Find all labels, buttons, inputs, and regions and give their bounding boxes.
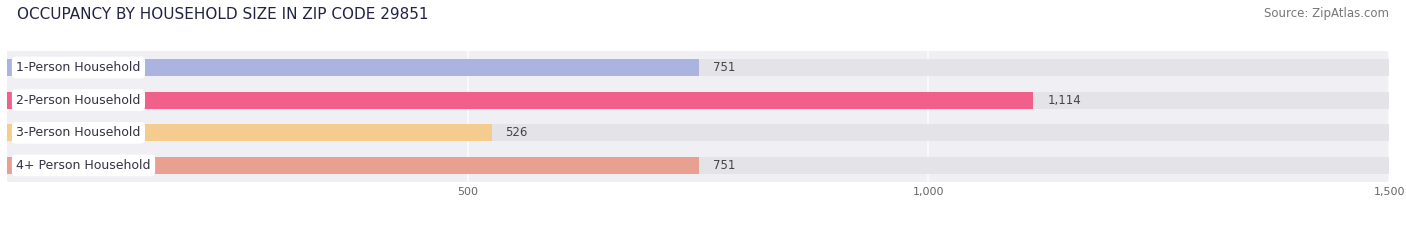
Text: 526: 526 — [506, 126, 527, 139]
Text: 4+ Person Household: 4+ Person Household — [17, 159, 150, 172]
Bar — [7, 92, 1389, 109]
Text: 3-Person Household: 3-Person Household — [17, 126, 141, 139]
Bar — [7, 157, 1389, 174]
Text: Source: ZipAtlas.com: Source: ZipAtlas.com — [1264, 7, 1389, 20]
Text: 751: 751 — [713, 159, 735, 172]
Bar — [7, 124, 492, 141]
Bar — [7, 59, 699, 76]
Bar — [7, 92, 1033, 109]
Text: 1-Person Household: 1-Person Household — [17, 61, 141, 74]
Bar — [7, 59, 1389, 76]
Text: OCCUPANCY BY HOUSEHOLD SIZE IN ZIP CODE 29851: OCCUPANCY BY HOUSEHOLD SIZE IN ZIP CODE … — [17, 7, 429, 22]
Text: 2-Person Household: 2-Person Household — [17, 94, 141, 107]
Bar — [7, 124, 1389, 141]
Text: 751: 751 — [713, 61, 735, 74]
Text: 1,114: 1,114 — [1047, 94, 1081, 107]
Bar — [7, 157, 699, 174]
